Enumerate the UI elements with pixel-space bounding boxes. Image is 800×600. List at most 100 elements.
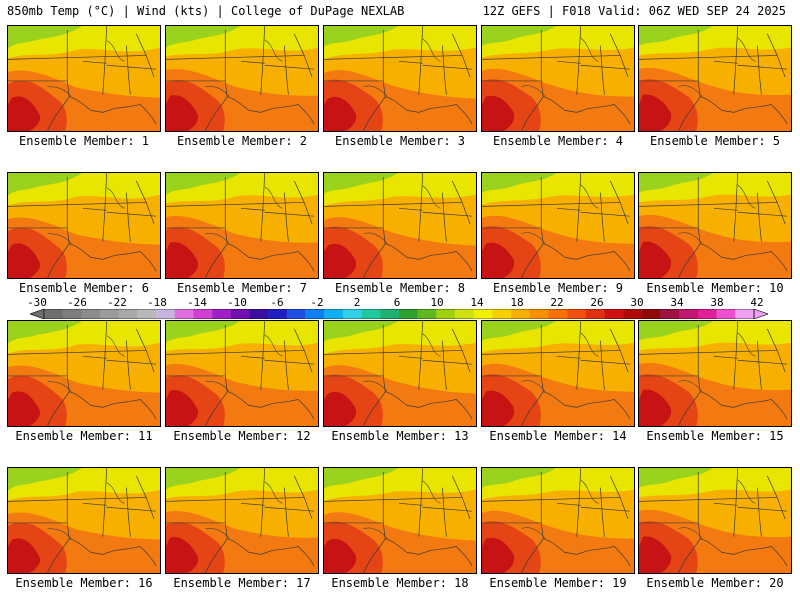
ensemble-member-label: Ensemble Member: 12 [173,429,311,443]
ensemble-member-label: Ensemble Member: 11 [15,429,153,443]
colorbar-swatch [716,309,736,319]
ensemble-member-map [7,172,161,279]
colorbar-tick-label: 2 [353,296,361,309]
ensemble-member-label: Ensemble Member: 18 [331,576,469,590]
colorbar-swatch [137,309,157,319]
ensemble-member-label: Ensemble Member: 16 [15,576,153,590]
colorbar-swatch [361,309,381,319]
colorbar-swatch [473,309,493,319]
ensemble-member-label: Ensemble Member: 8 [334,281,466,295]
colorbar-tick-label: 30 [630,296,644,309]
ensemble-member-map [165,320,319,427]
colorbar-swatch [585,309,605,319]
ensemble-member-map [7,467,161,574]
ensemble-member-label: Ensemble Member: 2 [176,134,308,148]
colorbar-swatch [436,309,456,319]
colorbar-tick-label: 38 [710,296,724,309]
color-legend [30,309,768,319]
ensemble-member-label: Ensemble Member: 7 [176,281,308,295]
ensemble-member-label: Ensemble Member: 3 [334,134,466,148]
colorbar-swatch [62,309,82,319]
ensemble-member-map [481,467,635,574]
ensemble-member-map [7,25,161,132]
colorbar-swatch [118,309,138,319]
colorbar-tick-label: 34 [670,296,684,309]
colorbar-tick-label: -30 [27,296,47,309]
ensemble-member-label: Ensemble Member: 17 [173,576,311,590]
colorbar-swatch [567,309,587,319]
ensemble-member-label: Ensemble Member: 1 [18,134,150,148]
colorbar-swatch [548,309,568,319]
colorbar-tick-label: 42 [750,296,764,309]
colorbar-swatch [230,309,250,319]
colorbar-swatch [249,309,269,319]
ensemble-member-map [638,320,792,427]
colorbar-swatch [380,309,400,319]
colorbar-tick-label: 18 [510,296,524,309]
ensemble-member-map [323,172,477,279]
colorbar-tick-label: -26 [67,296,87,309]
header-title: 850mb Temp (°C) | Wind (kts) | College o… [7,4,405,18]
colorbar-tick-label: 10 [430,296,444,309]
colorbar-swatch [268,309,288,319]
colorbar-swatch [511,309,530,319]
colorbar-swatch [660,309,680,319]
ensemble-member-map [165,467,319,574]
ensemble-member-map [323,25,477,132]
ensemble-member-label: Ensemble Member: 20 [646,576,784,590]
colorbar-swatch [604,309,624,319]
ensemble-member-map [481,320,635,427]
colorbar-swatch [286,309,306,319]
colorbar-tick-label: -10 [227,296,247,309]
ensemble-member-label: Ensemble Member: 19 [489,576,627,590]
colorbar-tick-label: -18 [147,296,167,309]
colorbar-swatch [735,309,755,319]
ensemble-member-map [165,25,319,132]
colorbar-tick-label: 6 [393,296,401,309]
colorbar-tick-label: -22 [107,296,127,309]
ensemble-member-label: Ensemble Member: 6 [18,281,150,295]
colorbar-tick-label: 22 [550,296,564,309]
colorbar-tick-label: -6 [270,296,284,309]
colorbar-swatch [156,309,175,319]
colorbar-swatch [342,309,362,319]
ensemble-member-map [165,172,319,279]
colorbar-tick-label: -2 [310,296,324,309]
ensemble-member-label: Ensemble Member: 15 [646,429,784,443]
colorbar-swatch [623,309,643,319]
colorbar-under-arrow [30,309,45,319]
colorbar-tick-label: 14 [470,296,484,309]
colorbar-swatch [417,309,437,319]
colorbar-swatch [81,309,101,319]
colorbar-swatch [697,309,717,319]
ensemble-member-label: Ensemble Member: 9 [492,281,624,295]
ensemble-member-label: Ensemble Member: 5 [649,134,781,148]
colorbar-swatch [455,309,474,319]
colorbar-swatch [529,309,549,319]
colorbar-swatch [492,309,512,319]
ensemble-member-map [481,25,635,132]
ensemble-member-map [7,320,161,427]
colorbar-tick-label: 26 [590,296,604,309]
colorbar-over-arrow [753,309,768,319]
colorbar-swatch [305,309,325,319]
colorbar-tick-label: -14 [187,296,207,309]
colorbar-swatch [324,309,344,319]
header-run-info: 12Z GEFS | F018 Valid: 06Z WED SEP 24 20… [482,4,786,18]
colorbar-swatch [174,309,194,319]
ensemble-member-label: Ensemble Member: 13 [331,429,469,443]
colorbar-swatch [399,309,418,319]
colorbar-swatch [193,309,213,319]
ensemble-member-map [638,467,792,574]
ensemble-member-label: Ensemble Member: 4 [492,134,624,148]
colorbar-swatch [100,309,119,319]
ensemble-member-map [638,172,792,279]
colorbar-swatch [679,309,699,319]
ensemble-member-label: Ensemble Member: 10 [646,281,784,295]
ensemble-member-label: Ensemble Member: 14 [489,429,627,443]
ensemble-member-map [638,25,792,132]
ensemble-member-map [323,467,477,574]
colorbar-swatch [212,309,232,319]
ensemble-member-map [481,172,635,279]
colorbar-swatch [641,309,661,319]
